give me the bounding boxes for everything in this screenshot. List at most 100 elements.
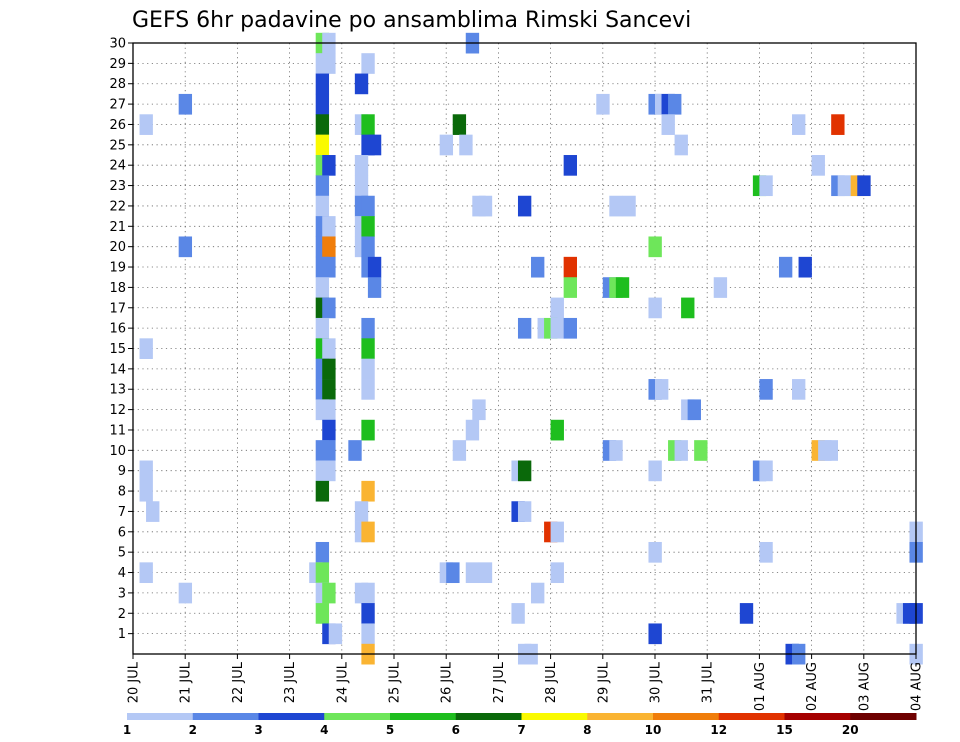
precip-cell bbox=[465, 562, 480, 584]
y-tick-label: 4 bbox=[118, 566, 126, 581]
precip-cell bbox=[322, 155, 336, 176]
x-tick-label: 04 AUG bbox=[910, 662, 925, 711]
precip-cell bbox=[361, 379, 375, 400]
precip-cell bbox=[315, 562, 330, 584]
precip-cell bbox=[354, 501, 369, 522]
y-tick-label: 17 bbox=[109, 301, 126, 316]
precip-cell bbox=[361, 317, 375, 339]
precip-cell bbox=[367, 277, 382, 298]
precip-cell bbox=[315, 541, 330, 563]
y-tick-label: 14 bbox=[109, 362, 126, 377]
precip-cell bbox=[146, 501, 160, 522]
precip-cell bbox=[465, 419, 480, 441]
y-tick-label: 10 bbox=[109, 444, 126, 459]
precip-cell bbox=[322, 399, 336, 421]
colorbar-swatch bbox=[850, 713, 917, 720]
precip-cell bbox=[563, 277, 577, 298]
precip-cell bbox=[315, 73, 330, 95]
precip-cell bbox=[361, 114, 375, 135]
precip-cell bbox=[615, 277, 630, 298]
y-tick-label: 12 bbox=[109, 403, 126, 418]
x-tick-label: 21 JUL bbox=[179, 661, 194, 703]
colorbar-swatch bbox=[521, 713, 588, 720]
precip-cell bbox=[694, 440, 708, 461]
precip-cell bbox=[563, 155, 577, 176]
y-tick-label: 25 bbox=[109, 138, 126, 153]
precip-cell bbox=[648, 297, 662, 319]
precip-cell bbox=[511, 603, 525, 624]
precip-cell bbox=[531, 256, 545, 278]
precip-cell bbox=[713, 277, 728, 298]
precip-cell bbox=[322, 379, 336, 400]
precip-cell bbox=[178, 582, 193, 604]
precip-cell bbox=[139, 460, 153, 482]
colorbar-label: 6 bbox=[452, 723, 460, 737]
y-tick-label: 23 bbox=[109, 179, 126, 194]
precip-cell bbox=[648, 236, 662, 258]
precip-cell bbox=[322, 582, 336, 604]
precip-cell bbox=[550, 419, 564, 441]
precip-cell bbox=[674, 440, 688, 461]
y-tick-label: 5 bbox=[118, 546, 126, 561]
y-tick-label: 11 bbox=[109, 423, 126, 438]
precip-cell bbox=[361, 358, 375, 380]
precip-cell bbox=[811, 155, 825, 176]
y-tick-label: 3 bbox=[118, 586, 126, 601]
colorbar-label: 4 bbox=[320, 723, 328, 737]
precip-cell bbox=[322, 419, 336, 441]
colorbar-swatch bbox=[192, 713, 259, 720]
precip-cell bbox=[322, 256, 336, 278]
y-tick-label: 29 bbox=[109, 57, 126, 72]
precip-cell bbox=[459, 134, 473, 156]
precip-cell bbox=[550, 317, 564, 339]
y-tick-label: 1 bbox=[118, 627, 126, 642]
y-tick-label: 6 bbox=[118, 525, 126, 540]
precip-cell bbox=[315, 175, 330, 197]
precip-cell bbox=[681, 297, 695, 319]
precip-cell bbox=[348, 440, 362, 461]
precip-cell bbox=[792, 379, 806, 400]
precip-cell bbox=[778, 256, 793, 278]
colorbar-label: 3 bbox=[254, 723, 262, 737]
precip-cell bbox=[139, 562, 153, 584]
x-tick-label: 24 JUL bbox=[335, 661, 350, 703]
precip-cell bbox=[759, 541, 773, 563]
precip-cell bbox=[759, 379, 773, 400]
precip-cell bbox=[661, 114, 675, 135]
precip-cells bbox=[139, 32, 923, 665]
precip-cell bbox=[517, 195, 532, 217]
precip-cell bbox=[315, 93, 330, 115]
colorbar-swatch bbox=[653, 713, 720, 720]
precip-cell bbox=[609, 195, 623, 217]
precip-cell bbox=[322, 460, 336, 482]
precip-cell bbox=[563, 256, 577, 278]
precip-cell bbox=[674, 134, 688, 156]
y-tick-label: 2 bbox=[118, 607, 126, 622]
chart-title: GEFS 6hr padavine po ansamblima Rimski S… bbox=[132, 8, 691, 33]
colorbar-swatch bbox=[324, 713, 391, 720]
precip-cell bbox=[315, 277, 330, 298]
x-tick-label: 28 JUL bbox=[544, 661, 559, 703]
precip-cell bbox=[478, 562, 493, 584]
precip-cell bbox=[322, 53, 336, 74]
precip-cell bbox=[648, 541, 662, 563]
precip-cell bbox=[361, 53, 375, 74]
precip-cell bbox=[361, 603, 375, 624]
colorbar-swatch bbox=[587, 713, 654, 720]
y-tick-label: 7 bbox=[118, 505, 126, 520]
y-tick-label: 21 bbox=[109, 220, 126, 235]
x-tick-label: 03 AUG bbox=[857, 662, 872, 711]
x-tick-label: 20 JUL bbox=[127, 661, 142, 703]
x-axis: 20 JUL 21 JUL 22 JUL 23 JUL 24 JUL 25 JUL 26 J… bbox=[127, 654, 925, 711]
precip-cell bbox=[563, 317, 577, 339]
precip-cell bbox=[354, 155, 369, 176]
precip-cell bbox=[367, 256, 382, 278]
precip-cell bbox=[439, 134, 454, 156]
x-tick-label: 31 JUL bbox=[701, 661, 716, 703]
precip-cell bbox=[517, 460, 532, 482]
precip-cell bbox=[517, 317, 532, 339]
precip-cell bbox=[367, 134, 382, 156]
precip-cell bbox=[328, 623, 343, 645]
precip-cell bbox=[759, 460, 773, 482]
y-axis: 1234567891011121314151617181920212223242… bbox=[109, 37, 133, 642]
